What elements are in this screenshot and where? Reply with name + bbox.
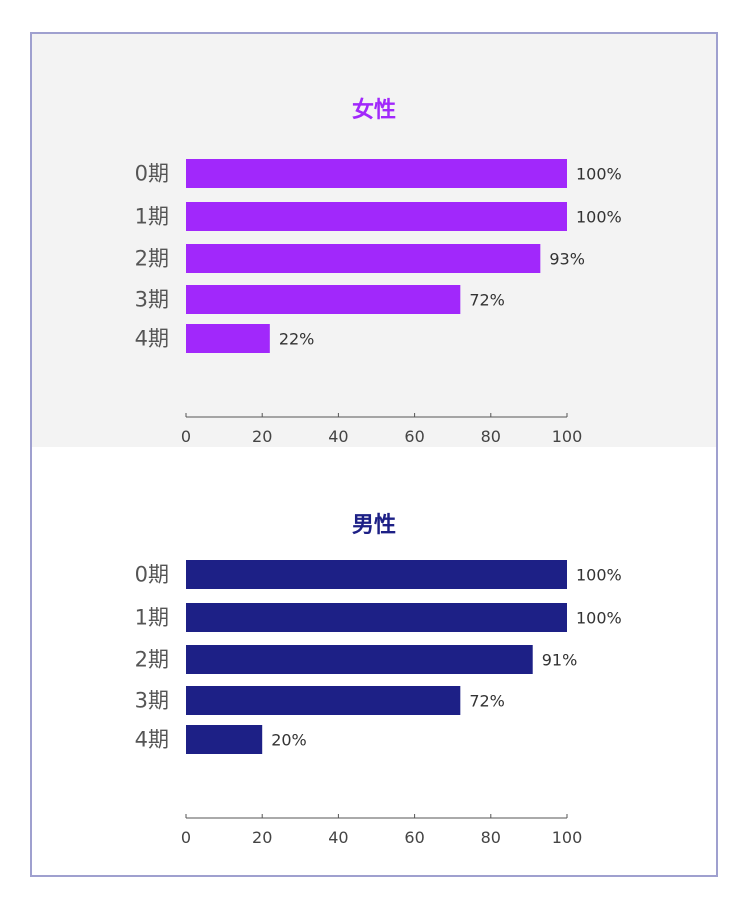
x-tick-label: 0	[181, 427, 191, 446]
bar	[186, 324, 270, 353]
category-label: 2期	[135, 648, 169, 672]
value-label: 100%	[576, 609, 622, 628]
value-label: 93%	[549, 250, 585, 269]
x-tick-label: 20	[252, 828, 272, 847]
x-tick-label: 100	[552, 828, 583, 847]
x-tick-label: 40	[328, 828, 348, 847]
value-label: 22%	[279, 330, 315, 349]
male-panel: 男性 0期 100% 1期 100% 2期 91% 3期 72% 4期 20% 0 20 40 60 80 1…	[32, 447, 716, 875]
value-label: 100%	[576, 208, 622, 227]
x-tick-label: 60	[404, 427, 424, 446]
value-label: 20%	[271, 731, 307, 750]
female-panel: 女性 0期 100% 1期 100% 2期 93% 3期 72% 4期 22% 0 20 40 60 80 1…	[32, 34, 716, 447]
category-label: 2期	[135, 247, 169, 271]
x-tick-label: 0	[181, 828, 191, 847]
category-label: 3期	[135, 288, 169, 312]
value-label: 100%	[576, 165, 622, 184]
category-label: 1期	[135, 205, 169, 229]
bar	[186, 159, 567, 188]
bar	[186, 603, 567, 632]
x-tick-label: 40	[328, 427, 348, 446]
category-label: 4期	[135, 327, 169, 351]
male-bar-chart: 0期 100% 1期 100% 2期 91% 3期 72% 4期 20% 0 20 40 60 80 100	[135, 560, 622, 847]
category-label: 0期	[135, 162, 169, 186]
bar	[186, 645, 533, 674]
x-tick-label: 60	[404, 828, 424, 847]
bar	[186, 725, 263, 754]
bar	[186, 686, 461, 715]
value-label: 72%	[469, 692, 505, 711]
category-label: 1期	[135, 606, 169, 630]
category-label: 0期	[135, 563, 169, 587]
chart-title-female: 女性	[351, 98, 396, 123]
bar	[186, 244, 541, 273]
bar	[186, 202, 567, 231]
x-tick-label: 80	[481, 427, 501, 446]
value-label: 91%	[542, 651, 578, 670]
chart-frame: 女性 0期 100% 1期 100% 2期 93% 3期 72% 4期 22% 0 20 40 60 80 1…	[30, 32, 718, 877]
female-bar-chart: 0期 100% 1期 100% 2期 93% 3期 72% 4期 22% 0 20 40 60 80 100	[135, 159, 622, 446]
x-tick-label: 20	[252, 427, 272, 446]
value-label: 100%	[576, 566, 622, 585]
chart-title-male: 男性	[351, 513, 396, 538]
value-label: 72%	[469, 291, 505, 310]
x-tick-label: 100	[552, 427, 583, 446]
x-tick-label: 80	[481, 828, 501, 847]
category-label: 4期	[135, 728, 169, 752]
category-label: 3期	[135, 689, 169, 713]
bar	[186, 285, 461, 314]
bar	[186, 560, 567, 589]
